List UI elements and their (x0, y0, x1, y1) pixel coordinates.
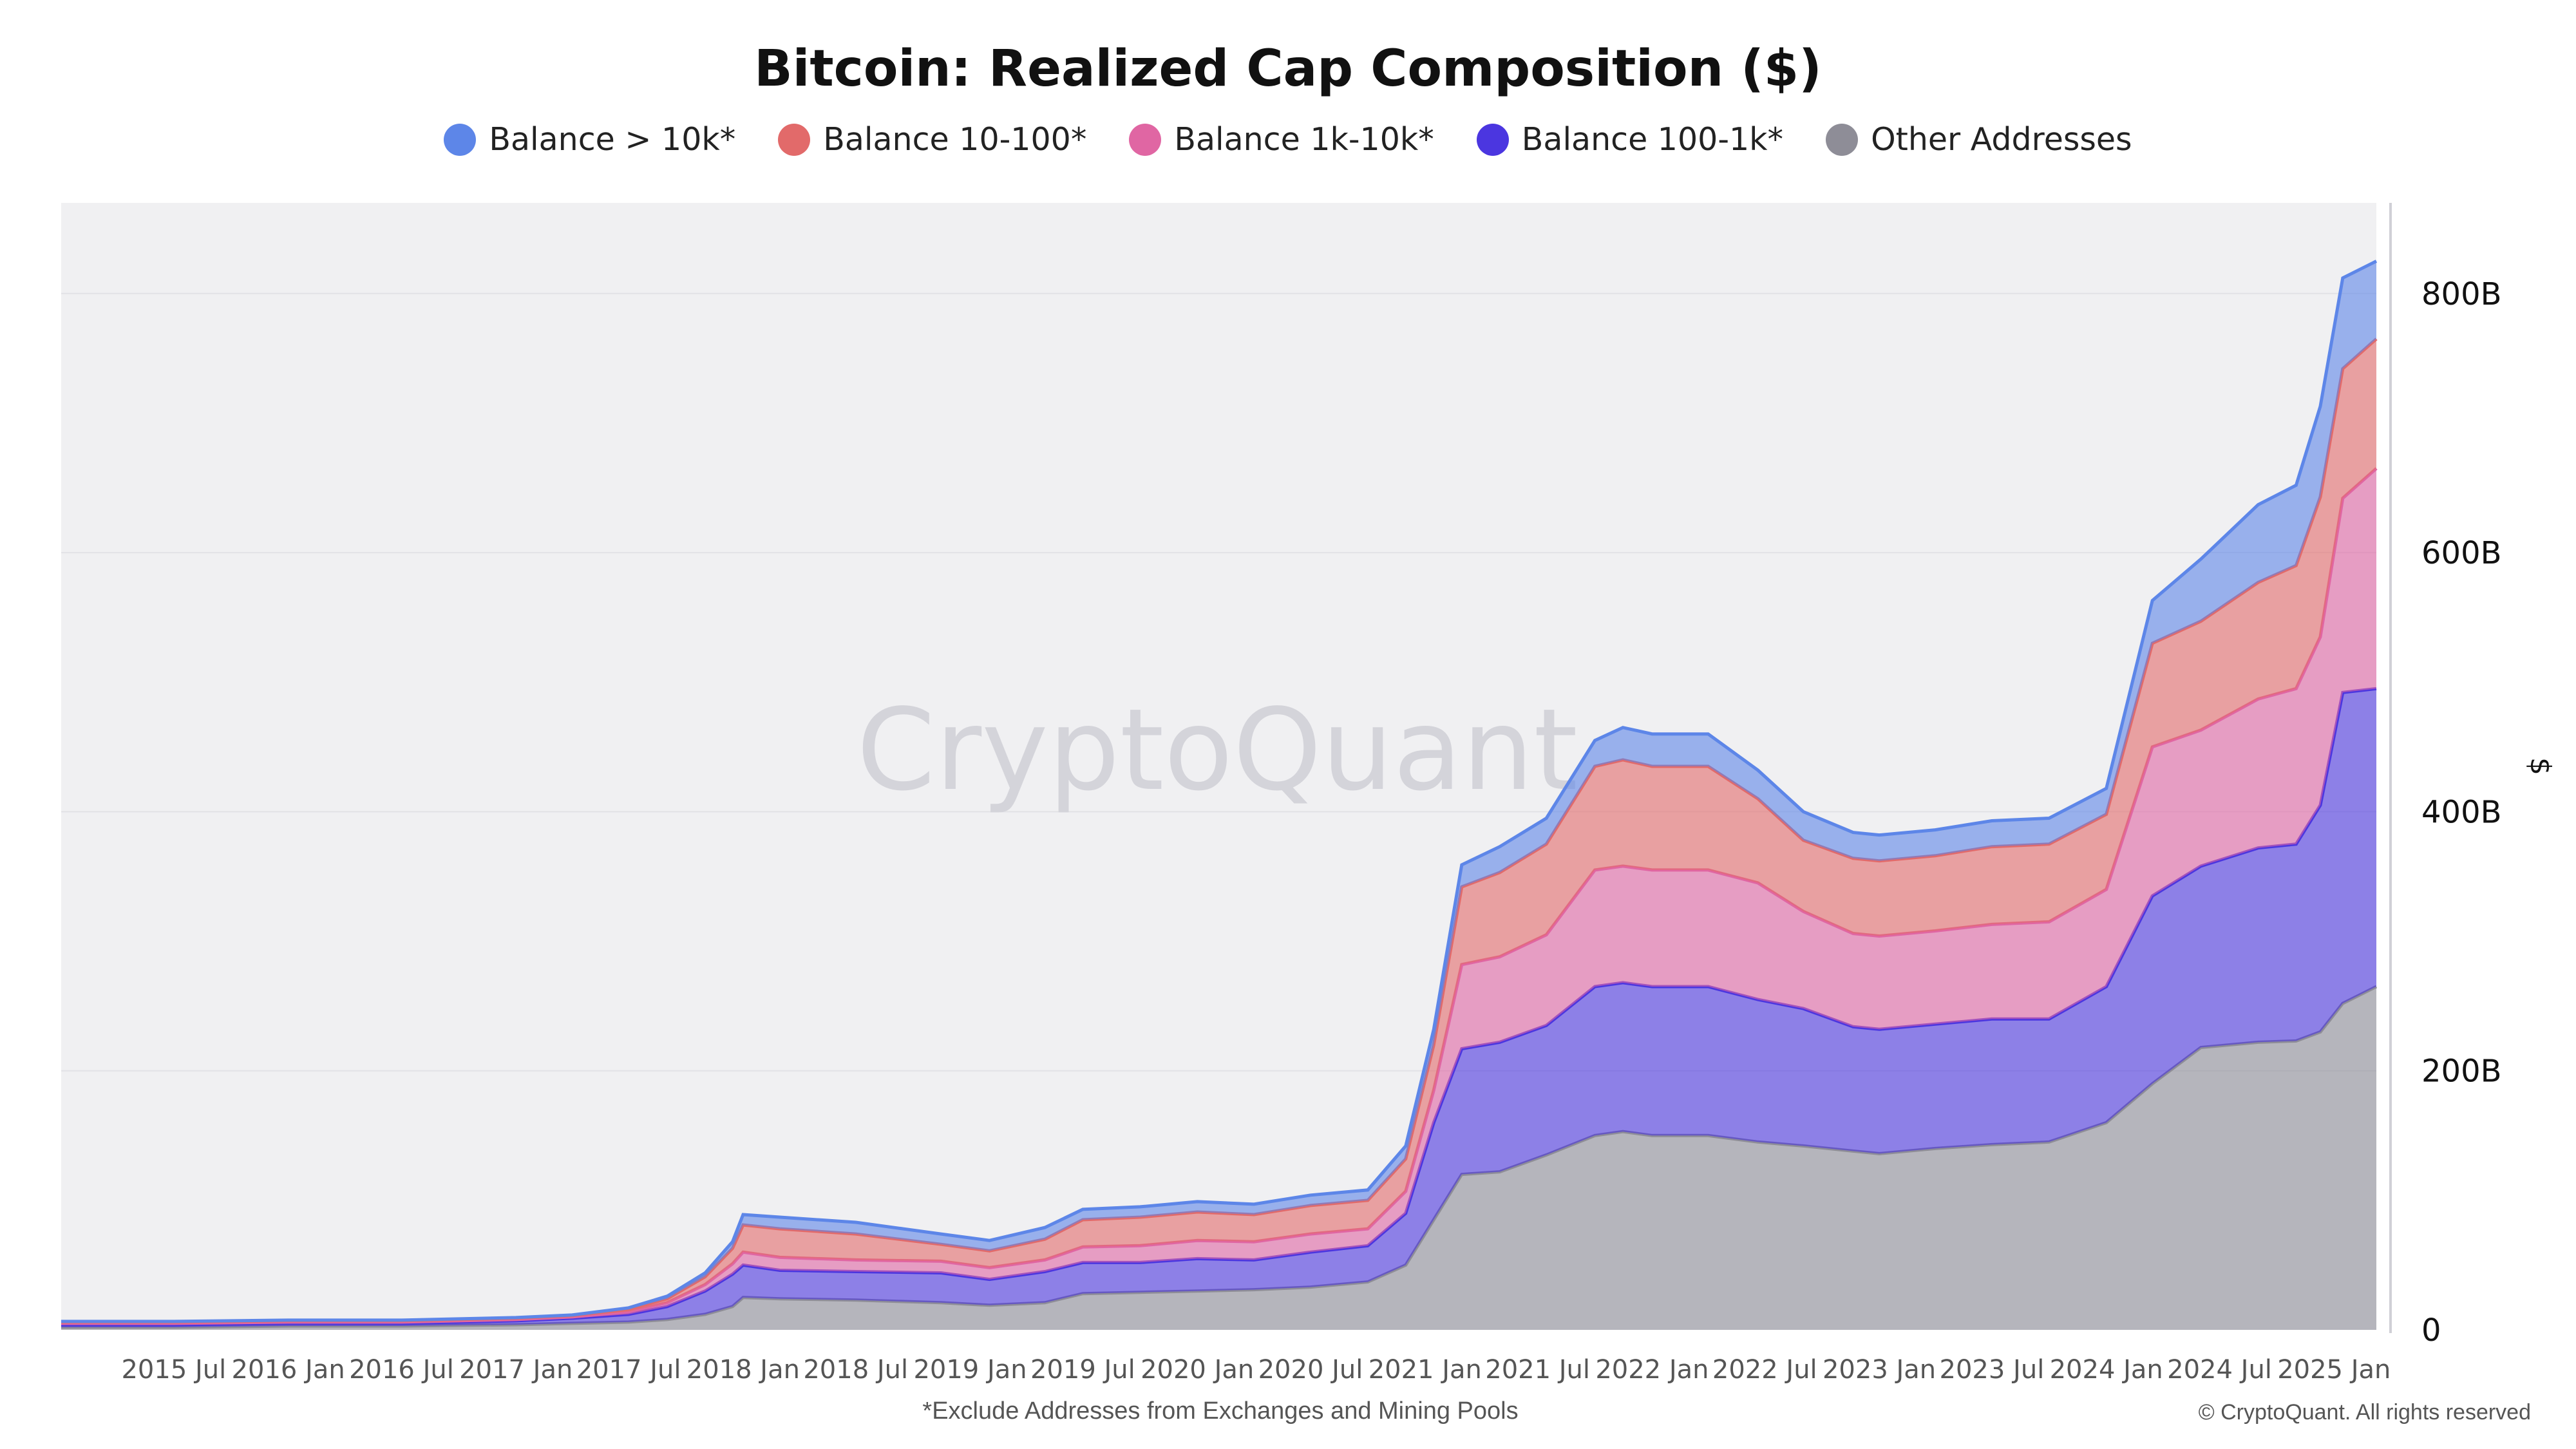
x-tick-label-2023-jul: 2023 Jul (1940, 1355, 2045, 1385)
x-tick-label-2024-jul: 2024 Jul (2167, 1355, 2272, 1385)
x-tick-label-2021-jul: 2021 Jul (1485, 1355, 1590, 1385)
x-tick-label-2016-jul: 2016 Jul (349, 1355, 454, 1385)
legend-label: Balance 1k-10k* (1174, 121, 1434, 158)
x-tick-label-2019-jul: 2019 Jul (1030, 1355, 1135, 1385)
legend-item-balance-100-1k[interactable]: Balance 100-1k* (1476, 121, 1784, 158)
y-tick-label-800b: 800B (2421, 276, 2502, 312)
legend-label: Balance > 10k* (489, 121, 736, 158)
legend-swatch (778, 123, 811, 156)
legend-item-balance-1k-10k[interactable]: Balance 1k-10k* (1129, 121, 1434, 158)
line-balance-10k (61, 260, 2378, 1323)
legend-swatch (1826, 123, 1859, 156)
chart-legend: Balance > 10k* Balance 10-100* Balance 1k-… (0, 121, 2576, 158)
x-tick-label-2025-jan: 2025 Jan (2277, 1355, 2391, 1385)
y-tick-label-600b: 600B (2421, 535, 2502, 571)
x-tick-label-2019-jan: 2019 Jan (913, 1355, 1027, 1385)
legend-label: Balance 100-1k* (1521, 121, 1784, 158)
x-tick-label-2023-jan: 2023 Jan (1823, 1355, 1936, 1385)
legend-swatch (1476, 123, 1509, 156)
x-tick-label-2020-jan: 2020 Jan (1141, 1355, 1254, 1385)
x-tick-label-2017-jan: 2017 Jan (459, 1355, 573, 1385)
x-tick-label-2017-jul: 2017 Jul (576, 1355, 681, 1385)
legend-swatch (1129, 123, 1162, 156)
x-tick-label-2022-jul: 2022 Jul (1712, 1355, 1817, 1385)
x-tick-label-2021-jan: 2021 Jan (1368, 1355, 1482, 1385)
legend-item-balance-10k[interactable]: Balance > 10k* (444, 121, 735, 158)
x-tick-label-2022-jan: 2022 Jan (1595, 1355, 1709, 1385)
x-tick-label-2020-jul: 2020 Jul (1258, 1355, 1363, 1385)
x-tick-label-2018-jul: 2018 Jul (803, 1355, 908, 1385)
x-tick-label-2018-jan: 2018 Jan (687, 1355, 800, 1385)
legend-item-other-addresses[interactable]: Other Addresses (1826, 121, 2132, 158)
area-other-addresses (61, 987, 2376, 1330)
watermark-text: CryptoQuant (857, 685, 1578, 816)
legend-swatch (444, 123, 477, 156)
chart-footnote: *Exclude Addresses from Exchanges and Mi… (922, 1397, 1519, 1425)
y-tick-label-400b: 400B (2421, 794, 2502, 830)
legend-item-balance-10-100[interactable]: Balance 10-100* (778, 121, 1086, 158)
legend-label: Balance 10-100* (823, 121, 1087, 158)
legend-label: Other Addresses (1871, 121, 2132, 158)
x-tick-label-2016-jan: 2016 Jan (232, 1355, 345, 1385)
y-axis-label: $ (2524, 757, 2557, 775)
y-tick-label-200b: 200B (2421, 1054, 2502, 1090)
copyright-text: © CryptoQuant. All rights reserved (2198, 1400, 2531, 1425)
x-tick-label-2024-jan: 2024 Jan (2050, 1355, 2163, 1385)
chart-title: Bitcoin: Realized Cap Composition ($) (754, 40, 1822, 98)
x-tick-label-2015-jul: 2015 Jul (121, 1355, 226, 1385)
y-tick-label-0: 0 (2421, 1312, 2441, 1349)
